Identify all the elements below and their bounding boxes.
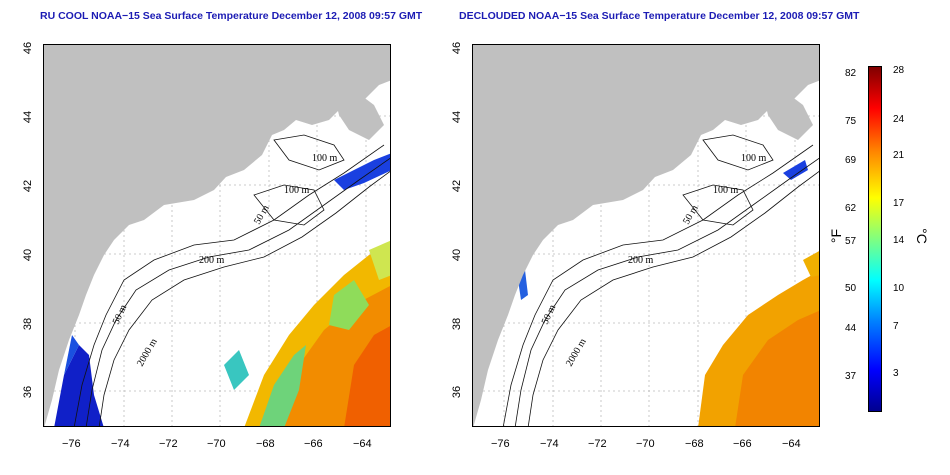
c-tick: 28 xyxy=(893,65,905,76)
y-tick: 42 xyxy=(22,179,35,193)
left-sst-map[interactable]: 100 m 100 m 50 m 200 m 50 m 2000 m xyxy=(43,44,391,427)
contour-label: 50 m xyxy=(540,303,559,326)
contour-label: 2000 m xyxy=(564,337,589,369)
f-tick: 69 xyxy=(845,155,857,166)
x-tick: −76 xyxy=(62,438,81,450)
x-tick: −64 xyxy=(353,438,372,450)
contour-label: 100 m xyxy=(741,153,767,164)
x-tick: −76 xyxy=(491,438,510,450)
y-tick: 46 xyxy=(22,41,35,55)
f-tick: 82 xyxy=(845,68,857,79)
left-map-graphics: 100 m 100 m 50 m 200 m 50 m 2000 m xyxy=(44,45,390,426)
x-tick: −72 xyxy=(159,438,178,450)
y-tick: 46 xyxy=(451,41,464,55)
x-tick: −74 xyxy=(540,438,559,450)
fahrenheit-unit-label: °F xyxy=(828,228,845,244)
land-mass xyxy=(44,45,390,426)
sst-warm-field xyxy=(698,251,819,426)
x-tick: −66 xyxy=(733,438,752,450)
x-tick: −68 xyxy=(685,438,704,450)
temperature-colorbar xyxy=(868,66,882,412)
y-tick: 36 xyxy=(22,385,35,399)
contour-label: 200 m xyxy=(628,255,654,266)
c-tick: 24 xyxy=(893,114,905,125)
x-tick: −70 xyxy=(207,438,226,450)
contour-label: 100 m xyxy=(713,185,739,196)
f-tick: 62 xyxy=(845,203,857,214)
f-tick: 37 xyxy=(845,371,857,382)
land-mass xyxy=(473,45,819,426)
x-tick: −74 xyxy=(111,438,130,450)
left-map-title: RU COOL NOAA−15 Sea Surface Temperature … xyxy=(40,10,423,22)
c-tick: 14 xyxy=(893,235,905,246)
x-tick: −72 xyxy=(588,438,607,450)
y-tick: 38 xyxy=(22,317,35,331)
f-tick: 44 xyxy=(845,323,857,334)
contour-label: 100 m xyxy=(312,153,338,164)
right-map-graphics: 100 m 100 m 50 m 200 m 50 m 2000 m xyxy=(473,45,819,426)
right-map-title: DECLOUDED NOAA−15 Sea Surface Temperatur… xyxy=(459,10,860,22)
contour-label: 200 m xyxy=(199,255,225,266)
f-tick: 50 xyxy=(845,283,857,294)
y-tick: 36 xyxy=(451,385,464,399)
c-tick: 10 xyxy=(893,283,905,294)
y-tick: 44 xyxy=(22,110,35,124)
y-tick: 40 xyxy=(451,248,464,262)
y-tick: 40 xyxy=(22,248,35,262)
bathymetry-contours xyxy=(502,134,819,426)
x-tick: −68 xyxy=(256,438,275,450)
y-tick: 42 xyxy=(451,179,464,193)
x-tick: −70 xyxy=(636,438,655,450)
c-tick: 3 xyxy=(893,368,899,379)
y-tick: 38 xyxy=(451,317,464,331)
right-sst-map[interactable]: 100 m 100 m 50 m 200 m 50 m 2000 m xyxy=(472,44,820,427)
bathymetry-contours xyxy=(73,134,390,426)
c-tick: 17 xyxy=(893,198,905,209)
c-tick: 7 xyxy=(893,321,899,332)
contour-label: 2000 m xyxy=(135,337,160,369)
f-tick: 75 xyxy=(845,116,857,127)
y-tick: 44 xyxy=(451,110,464,124)
x-tick: −66 xyxy=(304,438,323,450)
contour-label: 100 m xyxy=(284,185,310,196)
x-tick: −64 xyxy=(782,438,801,450)
contour-label: 50 m xyxy=(111,303,130,326)
f-tick: 57 xyxy=(845,236,857,247)
c-tick: 21 xyxy=(893,150,905,161)
celsius-unit-label: °C xyxy=(913,228,930,244)
sst-warm-field xyxy=(224,240,390,426)
